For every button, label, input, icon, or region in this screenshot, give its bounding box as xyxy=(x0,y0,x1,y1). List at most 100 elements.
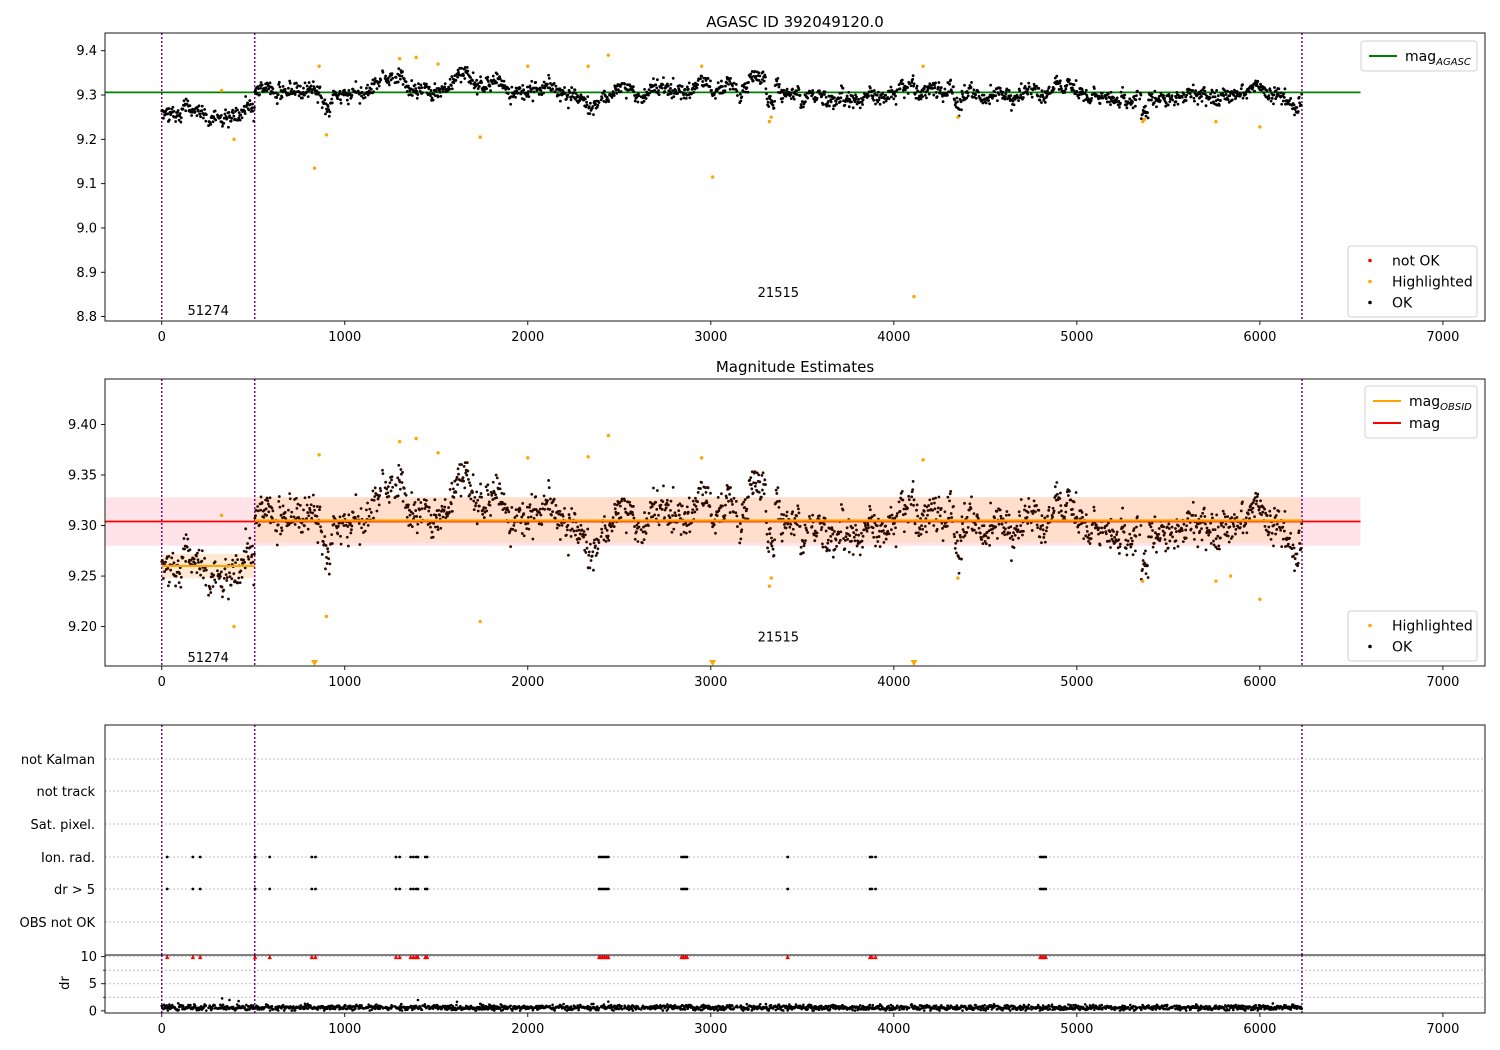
ok-point xyxy=(1019,82,1023,86)
ok-point xyxy=(610,524,613,528)
ok-point xyxy=(780,88,784,92)
highlighted-point xyxy=(436,62,440,66)
ok-point xyxy=(260,83,264,87)
ok-point xyxy=(655,78,659,82)
ok-point xyxy=(657,523,661,527)
ok-point xyxy=(1219,99,1222,102)
ok-point xyxy=(558,509,562,513)
ok-point xyxy=(839,503,843,506)
highlighted-point xyxy=(767,119,772,124)
ok-point xyxy=(268,496,272,500)
ok-point xyxy=(356,514,360,518)
ok-point xyxy=(910,81,914,84)
ok-point xyxy=(591,105,595,108)
ok-point xyxy=(739,537,743,541)
ok-point xyxy=(727,499,730,503)
ok-point xyxy=(1193,99,1196,103)
ok-point xyxy=(326,550,330,554)
ok-point xyxy=(277,80,281,84)
ok-point xyxy=(203,556,206,560)
ok-point xyxy=(837,541,841,545)
ok-point xyxy=(1068,78,1071,82)
ok-point xyxy=(757,79,761,82)
ok-point xyxy=(691,499,695,503)
ok-point xyxy=(1164,104,1168,108)
ok-point xyxy=(602,99,606,103)
ok-point xyxy=(1184,536,1188,540)
ok-point xyxy=(812,533,816,537)
ok-point xyxy=(471,491,474,494)
ok-point xyxy=(761,78,764,81)
ok-point xyxy=(541,502,544,506)
ok-point xyxy=(735,514,739,518)
ok-point xyxy=(1283,87,1287,91)
ok-point xyxy=(182,99,186,103)
ok-point xyxy=(988,543,992,547)
ok-point xyxy=(1189,95,1193,98)
ok-point xyxy=(614,510,618,514)
ok-point xyxy=(209,591,213,594)
ok-point xyxy=(1265,89,1269,93)
ok-point xyxy=(961,528,965,531)
ok-point xyxy=(315,514,319,518)
ok-point xyxy=(1153,531,1157,535)
ok-point xyxy=(751,491,755,495)
ok-point xyxy=(386,485,390,489)
ok-point xyxy=(654,500,658,504)
ok-point xyxy=(877,90,880,94)
ok-point xyxy=(969,507,973,510)
agasc-panel-title: AGASC ID 392049120.0 xyxy=(706,13,884,31)
ok-point xyxy=(710,88,713,92)
ok-point xyxy=(539,513,543,517)
ok-point xyxy=(660,508,664,511)
ok-point xyxy=(1293,113,1296,117)
ok-point xyxy=(463,66,467,69)
ok-point xyxy=(927,504,931,507)
ok-point xyxy=(1260,513,1263,517)
ok-point xyxy=(320,106,324,110)
ok-point xyxy=(360,90,364,94)
ok-point xyxy=(208,587,212,591)
ok-point xyxy=(213,578,217,582)
ok-point xyxy=(431,98,435,102)
dr-point xyxy=(409,1004,413,1008)
ok-point xyxy=(1108,100,1111,104)
ok-point xyxy=(965,96,969,100)
ok-point xyxy=(371,78,375,82)
ok-point xyxy=(1080,87,1084,91)
ok-point xyxy=(890,528,893,532)
ok-point xyxy=(860,100,864,104)
ok-point xyxy=(280,529,284,532)
ok-point xyxy=(788,525,792,529)
ok-point xyxy=(682,96,686,100)
ok-point xyxy=(771,103,775,107)
ok-point xyxy=(1292,546,1296,550)
ok-point xyxy=(1225,530,1229,534)
dr-point xyxy=(176,1001,180,1005)
ok-point xyxy=(482,90,486,93)
ok-point xyxy=(1184,528,1188,532)
ok-point xyxy=(575,529,578,533)
ok-point xyxy=(940,521,944,525)
ok-point xyxy=(1172,546,1176,550)
ok-point xyxy=(1228,94,1232,98)
ok-point xyxy=(1171,535,1174,539)
flag-point xyxy=(310,887,314,891)
ok-point xyxy=(230,577,234,581)
ok-point xyxy=(406,505,410,509)
ok-point xyxy=(1117,538,1121,542)
ok-point xyxy=(741,515,745,519)
ok-point xyxy=(1139,93,1143,97)
ok-point xyxy=(265,496,269,500)
ok-point xyxy=(1089,537,1093,540)
ok-point xyxy=(278,505,282,509)
ok-point xyxy=(1226,515,1230,518)
ok-point xyxy=(987,529,991,533)
ok-point xyxy=(716,81,720,85)
ok-point xyxy=(491,82,495,86)
ok-point xyxy=(1041,524,1044,527)
ok-point xyxy=(1047,508,1051,512)
ok-point xyxy=(1040,89,1044,93)
ok-point xyxy=(727,83,730,86)
